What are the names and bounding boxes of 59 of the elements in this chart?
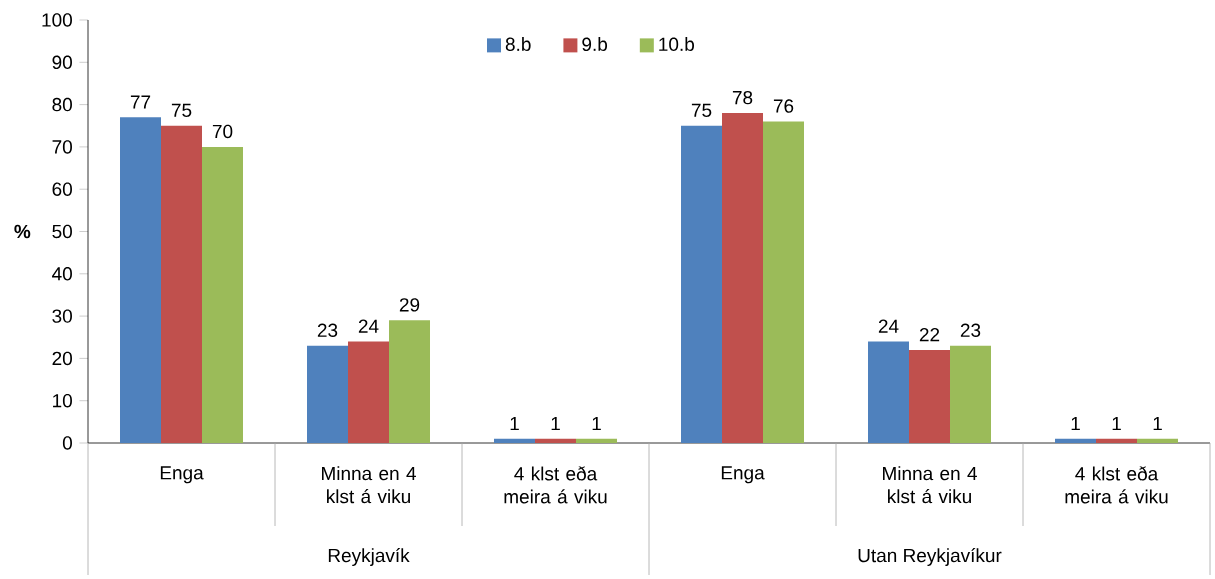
y-tick-label: 90 [52,55,72,70]
bar [161,125,202,443]
bar [307,345,349,443]
x-tick-label: Enga [721,466,765,484]
y-tick-label: 50 [52,224,72,239]
data-label: 23 [960,323,981,337]
y-tick-label: 0 [62,436,72,450]
bar [202,146,243,443]
text: Reykjavík [328,548,410,566]
bar [535,438,576,443]
legend-label: 9.b [582,37,608,52]
data-label: 70 [212,124,233,139]
bar [950,345,992,443]
bar [494,438,536,443]
y-tick-label: 70 [52,140,72,154]
bar [576,438,618,443]
y-axis-title: % [14,224,31,239]
data-label: 75 [691,103,712,118]
text: Utan Reykjavíkur [858,548,1002,566]
data-label: 23 [317,323,338,337]
bar [120,117,161,443]
data-label: 78 [732,90,753,105]
data-label: 22 [919,327,940,342]
y-tick-label: 20 [52,351,72,366]
y-tick-label: 40 [52,267,72,281]
x-tick-label: Minna en 4 klst á viku [883,466,977,504]
x-tick-label: 4 klst eða meira á viku [1065,466,1168,504]
data-label: 29 [399,298,420,312]
bar [722,113,764,443]
bar [868,341,909,443]
bar [763,121,804,443]
y-tick-label: 100 [42,13,72,27]
y-tick-label: 10 [53,393,72,408]
data-label: 76 [773,99,794,113]
legend-label: 10.b [659,37,695,52]
bar [1096,438,1138,443]
y-tick-label: 30 [52,309,72,323]
y-tick-label: 80 [52,97,72,112]
data-label: 1 [1153,416,1162,431]
legend-label: 8.b [505,37,531,52]
data-label: 75 [171,103,192,118]
x-tick-label: 4 klst eða meira á viku [504,466,607,504]
data-label: 24 [878,319,899,333]
x-tick-label: Enga [160,466,204,484]
bar [1055,438,1097,443]
data-label: 1 [1071,416,1080,431]
y-tick-label: 60 [52,182,72,196]
data-label: 1 [1112,416,1121,431]
data-label: 1 [510,416,519,431]
data-label: 24 [358,319,379,333]
data-label: 77 [130,95,151,109]
data-label: 1 [592,416,601,431]
bar [389,320,431,443]
bar [1137,438,1179,443]
bar [681,125,722,443]
x-tick-label: Minna en 4 klst á viku [322,466,416,504]
bar [348,341,389,443]
bar [909,349,951,443]
data-label: 1 [551,416,560,431]
